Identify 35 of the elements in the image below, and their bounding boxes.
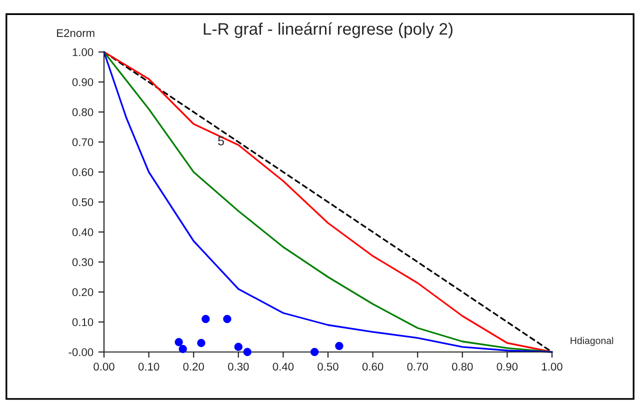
x-tick-label: 0.30 xyxy=(228,362,249,371)
y-tick-label: 0.30 xyxy=(72,258,94,266)
x-tick-label: 0.00 xyxy=(94,362,114,371)
point xyxy=(243,348,252,356)
y-tick-label: 0.80 xyxy=(72,108,94,116)
point xyxy=(174,338,183,346)
x-tick-label: 0.60 xyxy=(362,362,384,371)
point xyxy=(335,342,344,350)
x-axis-title: Hdiagonal xyxy=(570,336,614,346)
x-tick-label: 1.00 xyxy=(542,362,562,371)
y-tick-label: 0.50 xyxy=(72,198,94,206)
point xyxy=(202,314,210,324)
y-tick-label: 0.90 xyxy=(72,78,94,86)
x-tick-label: 0.80 xyxy=(452,362,473,371)
y-tick-label: 0.60 xyxy=(72,168,94,176)
point xyxy=(234,342,243,352)
y-tick-label: 0.40 xyxy=(72,228,94,236)
y-tick-label: -0.00 xyxy=(68,348,94,356)
x-tick-label: 0.40 xyxy=(272,362,294,371)
x-tick-label: 0.90 xyxy=(496,362,518,371)
point xyxy=(178,344,187,354)
x-tick-label: 0.20 xyxy=(183,362,204,371)
y-tick-label: 0.20 xyxy=(72,288,94,296)
y-tick-label: 0.10 xyxy=(72,318,94,326)
x-tick-label: 0.70 xyxy=(407,362,428,371)
x-tick-label: 0.10 xyxy=(138,362,160,371)
chart-title: L-R graf - lineární regrese (poly 2) xyxy=(204,22,452,38)
y-tick-label: 1.00 xyxy=(72,48,94,56)
point xyxy=(223,314,232,324)
point xyxy=(197,338,206,348)
point xyxy=(310,348,319,356)
y-tick-label: 0.70 xyxy=(72,138,94,146)
annotation: 5 xyxy=(218,136,224,146)
y-axis-title: E2norm xyxy=(57,29,94,37)
x-tick-label: 0.50 xyxy=(318,362,338,371)
